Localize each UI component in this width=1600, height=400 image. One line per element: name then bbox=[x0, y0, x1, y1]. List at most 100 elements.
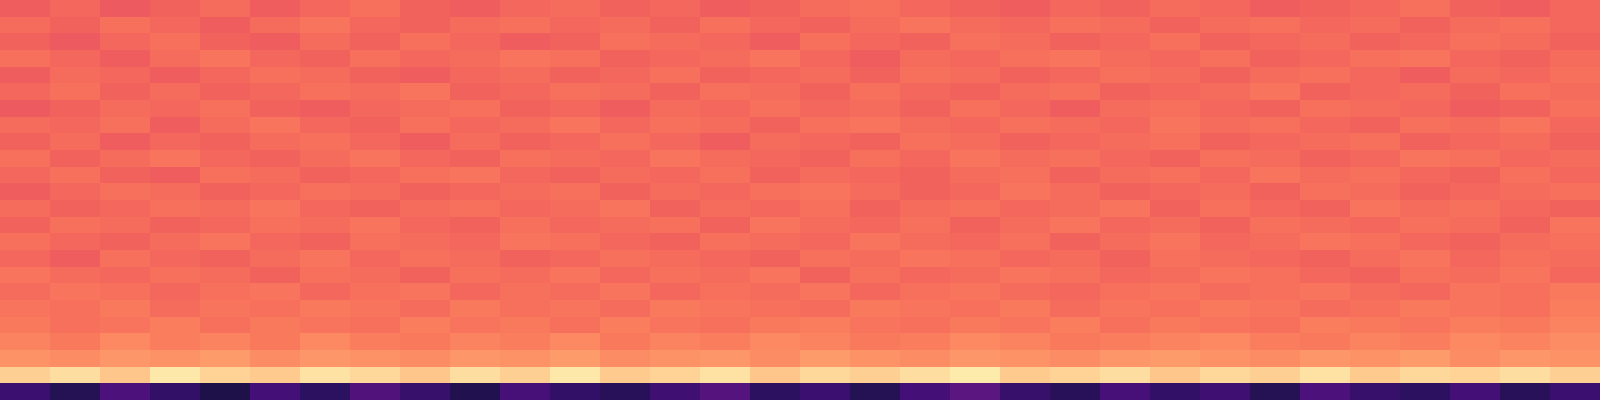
heatmap-cell bbox=[600, 50, 651, 67]
heatmap-cell bbox=[1100, 150, 1151, 167]
heatmap-cell bbox=[300, 267, 351, 284]
heatmap-cell bbox=[1200, 50, 1251, 67]
heatmap-cell bbox=[1450, 83, 1501, 100]
heatmap-cell bbox=[1000, 67, 1051, 84]
heatmap-cell bbox=[1400, 350, 1451, 367]
heatmap-cell bbox=[700, 300, 751, 317]
heatmap-cell bbox=[750, 200, 801, 217]
heatmap-cell bbox=[1100, 0, 1151, 17]
heatmap-cell bbox=[250, 233, 301, 250]
heatmap-cell bbox=[1200, 233, 1251, 250]
heatmap-cell bbox=[100, 183, 151, 200]
heatmap-cell bbox=[150, 300, 201, 317]
heatmap-cell bbox=[450, 0, 501, 17]
heatmap-cell bbox=[150, 217, 201, 234]
heatmap-cell bbox=[1200, 317, 1251, 334]
heatmap-row bbox=[0, 200, 1600, 217]
heatmap-cell bbox=[50, 0, 101, 17]
heatmap-cell bbox=[350, 283, 401, 300]
heatmap-cell bbox=[650, 367, 701, 384]
heatmap-cell bbox=[1250, 300, 1301, 317]
heatmap-cell bbox=[800, 67, 851, 84]
heatmap-cell bbox=[800, 167, 851, 184]
heatmap-cell bbox=[1550, 267, 1600, 284]
heatmap-cell bbox=[200, 200, 251, 217]
heatmap-cell bbox=[1450, 367, 1501, 384]
heatmap-cell bbox=[1200, 83, 1251, 100]
heatmap-cell bbox=[1300, 33, 1351, 50]
heatmap-cell bbox=[300, 83, 351, 100]
heatmap-cell bbox=[750, 183, 801, 200]
heatmap-cell bbox=[450, 267, 501, 284]
heatmap-cell bbox=[800, 350, 851, 367]
heatmap-cell bbox=[1050, 117, 1101, 134]
heatmap-cell bbox=[1100, 183, 1151, 200]
heatmap-cell bbox=[1400, 167, 1451, 184]
heatmap-cell bbox=[900, 267, 951, 284]
heatmap-cell bbox=[300, 283, 351, 300]
heatmap-cell bbox=[350, 117, 401, 134]
heatmap-cell bbox=[1400, 267, 1451, 284]
heatmap-cell bbox=[550, 33, 601, 50]
heatmap-cell bbox=[950, 233, 1001, 250]
heatmap-cell bbox=[250, 350, 301, 367]
heatmap-cell bbox=[1250, 117, 1301, 134]
heatmap-cell bbox=[700, 33, 751, 50]
heatmap-cell bbox=[1300, 250, 1351, 267]
heatmap-cell bbox=[800, 183, 851, 200]
heatmap-cell bbox=[1150, 200, 1201, 217]
heatmap-cell bbox=[1550, 350, 1600, 367]
heatmap-cell bbox=[700, 350, 751, 367]
heatmap-cell bbox=[1000, 150, 1051, 167]
heatmap-cell bbox=[850, 150, 901, 167]
heatmap-cell bbox=[1200, 100, 1251, 117]
heatmap-cell bbox=[1150, 167, 1201, 184]
heatmap-cell bbox=[1300, 233, 1351, 250]
heatmap-cell bbox=[250, 117, 301, 134]
heatmap-cell bbox=[1200, 383, 1251, 400]
heatmap-cell bbox=[800, 317, 851, 334]
heatmap-cell bbox=[900, 150, 951, 167]
heatmap-cell bbox=[1250, 17, 1301, 34]
heatmap-cell bbox=[1550, 283, 1600, 300]
heatmap-cell bbox=[1150, 333, 1201, 350]
heatmap-cell bbox=[750, 300, 801, 317]
heatmap-cell bbox=[1550, 200, 1600, 217]
heatmap-cell bbox=[950, 117, 1001, 134]
heatmap-cell bbox=[1300, 167, 1351, 184]
heatmap-cell bbox=[350, 233, 401, 250]
heatmap-cell bbox=[1400, 83, 1451, 100]
heatmap-cell bbox=[1400, 67, 1451, 84]
heatmap-cell bbox=[850, 317, 901, 334]
heatmap-cell bbox=[750, 217, 801, 234]
heatmap-cell bbox=[650, 133, 701, 150]
heatmap-cell bbox=[1050, 383, 1101, 400]
heatmap-cell bbox=[50, 367, 101, 384]
heatmap-cell bbox=[600, 83, 651, 100]
heatmap-cell bbox=[1200, 0, 1251, 17]
heatmap-cell bbox=[300, 350, 351, 367]
heatmap-cell bbox=[300, 67, 351, 84]
heatmap-cell bbox=[1050, 33, 1101, 50]
heatmap-cell bbox=[800, 333, 851, 350]
heatmap-cell bbox=[700, 233, 751, 250]
heatmap-cell bbox=[700, 200, 751, 217]
heatmap-cell bbox=[0, 367, 51, 384]
heatmap-cell bbox=[0, 100, 51, 117]
heatmap-cell bbox=[300, 167, 351, 184]
heatmap-cell bbox=[1050, 367, 1101, 384]
heatmap-cell bbox=[1100, 50, 1151, 67]
heatmap-cell bbox=[1250, 250, 1301, 267]
heatmap-cell bbox=[400, 50, 451, 67]
heatmap-cell bbox=[700, 100, 751, 117]
heatmap-cell bbox=[0, 17, 51, 34]
heatmap-cell bbox=[1500, 383, 1551, 400]
heatmap-cell bbox=[250, 83, 301, 100]
heatmap-cell bbox=[100, 233, 151, 250]
heatmap-cell bbox=[400, 150, 451, 167]
heatmap-cell bbox=[500, 150, 551, 167]
heatmap-cell bbox=[1500, 83, 1551, 100]
heatmap-cell bbox=[1500, 167, 1551, 184]
heatmap-cell bbox=[700, 133, 751, 150]
heatmap-cell bbox=[550, 250, 601, 267]
